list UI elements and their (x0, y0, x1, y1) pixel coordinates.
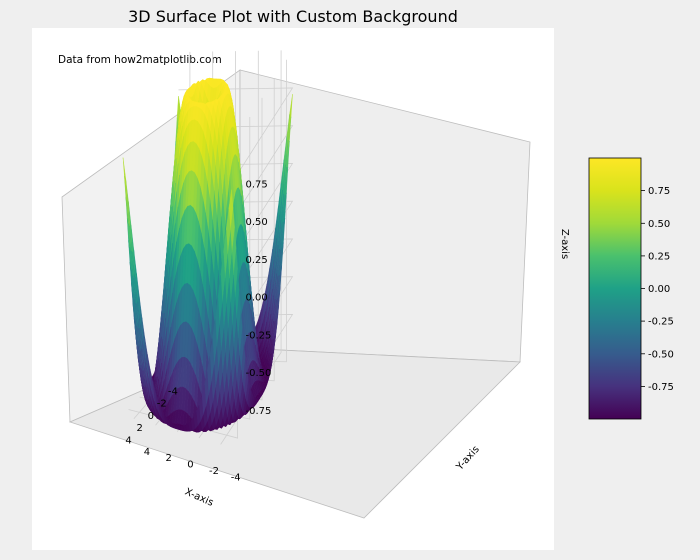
axis-ticks: -4-2024-4-2024-0.75-0.50-0.250.000.250.5… (125, 179, 271, 483)
surface (122, 77, 293, 433)
y-tick-label: 0 (187, 460, 193, 471)
x-tick-label: 2 (137, 423, 143, 434)
z-tick-label: 0.25 (246, 255, 268, 266)
x-tick-label: -2 (157, 399, 167, 410)
y-tick-label: -2 (209, 466, 219, 477)
colorbar-tick-label: 0.00 (648, 284, 670, 295)
colorbar-tick-label: 0.75 (648, 186, 670, 197)
z-tick-label: 0.75 (246, 179, 268, 190)
colorbar-tick-label: -0.50 (648, 349, 674, 360)
z-tick-label: 0.50 (246, 217, 268, 228)
z-tick-label: 0.00 (246, 293, 268, 304)
colorbar (588, 157, 642, 420)
z-axis-label: Z-axis (559, 229, 570, 259)
x-tick-label: 0 (148, 411, 154, 422)
z-tick-label: -0.50 (246, 368, 272, 379)
colorbar-ticks: 0.75 0.50 0.25 0.00 -0.25 -0.50 -0.75 (641, 186, 674, 393)
y-tick-label: -4 (231, 472, 241, 483)
chart-title: 3D Surface Plot with Custom Background (128, 7, 458, 26)
x-tick-label: 4 (125, 435, 131, 446)
surface-patch (122, 157, 128, 201)
annotation-text: Data from how2matplotlib.com (58, 54, 222, 66)
colorbar-tick-label: 0.50 (648, 219, 670, 230)
z-tick-label: -0.75 (246, 406, 272, 417)
colorbar-tick-label: -0.75 (648, 382, 674, 393)
colorbar-tick-label: -0.25 (648, 317, 674, 328)
z-tick-label: -0.25 (246, 330, 272, 341)
x-tick-label: -4 (168, 386, 178, 397)
y-tick-label: 2 (166, 453, 172, 464)
y-tick-label: 4 (144, 447, 150, 458)
colorbar-tick-label: 0.25 (648, 251, 670, 262)
